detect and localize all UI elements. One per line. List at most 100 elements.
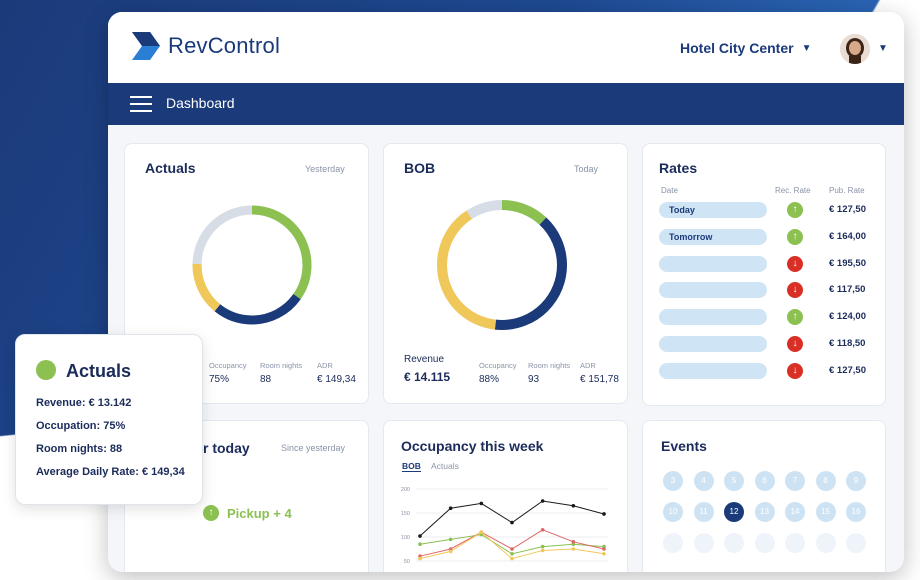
donut-segment-green: [437, 200, 567, 330]
data-point-black: [448, 506, 453, 510]
event-day[interactable]: 9: [846, 471, 866, 491]
stat-value-occupancy: 75%: [209, 374, 230, 385]
data-point-red: [510, 547, 514, 551]
rate-date-pill[interactable]: [659, 309, 767, 326]
event-day[interactable]: 5: [724, 471, 744, 491]
tab-actuals[interactable]: Actuals: [431, 461, 459, 471]
pickup-value: Pickup + 4: [227, 505, 292, 521]
popup-title: Actuals: [66, 361, 132, 381]
series-line-black: [419, 500, 605, 537]
chevron-down-icon: ▼: [801, 42, 812, 54]
data-point-black: [418, 534, 422, 538]
card-title: BOB: [404, 160, 436, 176]
rate-date-pill[interactable]: [659, 336, 767, 352]
menu-icon[interactable]: [130, 96, 152, 112]
arrow-up-icon: ↑: [203, 505, 219, 521]
event-day[interactable]: 16: [846, 502, 866, 522]
rate-value: € 124,00: [829, 311, 866, 323]
avatar[interactable]: [840, 34, 870, 64]
data-point-black: [540, 499, 545, 503]
rate-date-pill[interactable]: [659, 282, 767, 299]
event-day-placeholder: [846, 533, 866, 553]
event-day[interactable]: 8: [815, 471, 836, 491]
rate-date-pill[interactable]: [659, 362, 767, 379]
event-day[interactable]: 6: [754, 471, 775, 491]
rates-col-pub-rate: Pub. Rate: [829, 186, 865, 195]
y-tick-label: 50: [404, 559, 410, 565]
event-day[interactable]: 10: [663, 502, 683, 522]
arrow-down-icon: ↓: [787, 362, 803, 379]
stat-label-occupancy: Occupancy: [209, 361, 247, 370]
revenue-label: Revenue: [404, 354, 445, 365]
data-point-red: [571, 540, 576, 544]
event-day[interactable]: 15: [815, 502, 836, 522]
card-period: Yesterday: [305, 164, 345, 174]
stat-value-adr: € 149,34: [317, 374, 356, 385]
card-period: Since yesterday: [281, 443, 346, 453]
data-point-black: [479, 501, 484, 506]
event-day[interactable]: 12: [724, 502, 744, 522]
nav-bar: Dashboard: [108, 83, 904, 125]
events-card: Events 3 4 5 6 7 8 9 10 11 12 13 14 15 16: [642, 420, 886, 572]
card-period: Today: [574, 164, 599, 174]
rate-date-pill[interactable]: Today: [659, 202, 767, 218]
data-point-black: [602, 512, 606, 516]
event-day[interactable]: 13: [754, 502, 775, 522]
rate-date-pill[interactable]: Tomorrow: [659, 228, 767, 245]
y-tick-label: 200: [401, 487, 410, 493]
data-point-red: [602, 547, 606, 551]
stat-label-adr: ADR: [580, 361, 596, 370]
data-point-green: [510, 552, 514, 556]
stat-value-room-nights: 93: [528, 374, 540, 385]
stat-label-room-nights: Room nights: [528, 361, 571, 370]
avatar-chevron-down-icon[interactable]: ▼: [878, 43, 888, 54]
data-point-yellow: [510, 556, 514, 561]
stat-value-occupancy: 88%: [479, 374, 500, 385]
donut-segment-yellow: [192, 205, 312, 325]
event-day-placeholder: [724, 533, 744, 553]
rate-value: € 164,00: [829, 230, 866, 242]
card-title: r today: [203, 440, 250, 456]
rate-value: € 195,50: [829, 257, 866, 269]
arrow-up-icon: ↑: [787, 228, 803, 245]
data-point-green: [418, 542, 422, 546]
bob-donut-chart: [437, 200, 567, 330]
rate-value: € 117,50: [829, 284, 866, 296]
donut-segment-navy: [192, 205, 312, 325]
event-day[interactable]: 11: [693, 502, 714, 522]
event-day-placeholder: [754, 533, 775, 553]
event-day[interactable]: 7: [785, 471, 805, 491]
event-day[interactable]: 4: [693, 471, 714, 491]
popup-room-nights: Room nights: 88: [36, 443, 123, 455]
user-avatar-icon: [840, 34, 870, 64]
arrow-down-icon: ↓: [787, 336, 803, 352]
rates-col-rec-rate: Rec. Rate: [775, 186, 811, 195]
rates-card: Rates Date Rec. Rate Pub. Rate Today ↑ € 1…: [642, 143, 886, 406]
revcontrol-logo-icon: [132, 32, 160, 60]
data-point-red: [540, 528, 545, 532]
arrow-up-icon: ↑: [787, 309, 803, 326]
tab-bob[interactable]: BOB: [402, 461, 421, 472]
hotel-selector[interactable]: Hotel City Center ▼: [680, 40, 811, 56]
logo[interactable]: RevControl: [130, 30, 280, 62]
data-point-black: [510, 520, 514, 525]
nav-title: Dashboard: [166, 95, 235, 111]
data-point-green: [448, 537, 453, 542]
data-point-yellow: [571, 547, 576, 551]
stat-value-room-nights: 88: [260, 374, 272, 385]
stat-value-adr: € 151,78: [580, 374, 619, 385]
rate-date-pill[interactable]: [659, 255, 767, 272]
stat-label-room-nights: Room nights: [260, 361, 303, 370]
card-title: Occupancy this week: [401, 438, 544, 454]
bob-card: BOB Today Revenue € 14.115 Occupancy 88%…: [383, 143, 628, 404]
event-day[interactable]: 14: [785, 502, 805, 522]
data-point-black: [571, 504, 576, 508]
card-title: Actuals: [145, 160, 196, 176]
event-day[interactable]: 3: [663, 471, 683, 491]
arrow-down-icon: ↓: [787, 255, 803, 272]
data-point-green: [540, 544, 545, 549]
data-point-yellow: [540, 548, 545, 553]
event-day-placeholder: [785, 533, 805, 553]
rates-col-date: Date: [661, 186, 678, 195]
card-title: Events: [661, 438, 707, 454]
